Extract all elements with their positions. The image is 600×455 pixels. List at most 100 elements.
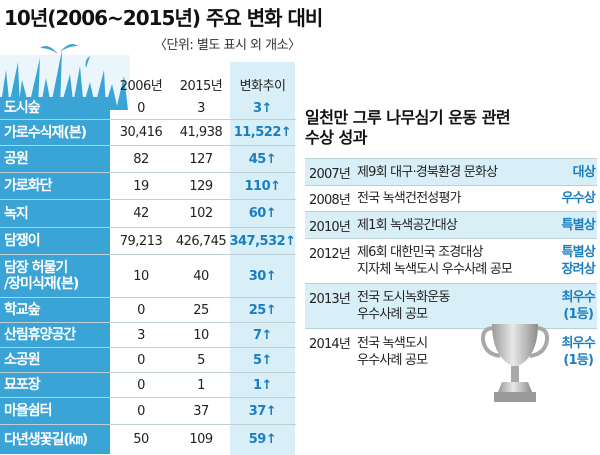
table-row: 학교숲 0 25 25↑ bbox=[0, 298, 296, 323]
award-year: 2008년 bbox=[309, 192, 351, 208]
award-result-line-2: (1등) bbox=[563, 307, 594, 322]
value-trend: 59↑ bbox=[248, 432, 277, 447]
value-2006: 19 bbox=[133, 178, 149, 194]
award-name: 전국 녹색도시 우수사례 공모 bbox=[357, 329, 428, 375]
value-2015: 1 bbox=[197, 377, 205, 393]
value-2006: 0 bbox=[137, 377, 145, 393]
award-result: 특별상 bbox=[561, 212, 596, 238]
award-row: 2008년 전국 녹색건전성평가 우수상 bbox=[305, 185, 597, 212]
value-2006: 0 bbox=[137, 403, 145, 419]
value-trend: 30↑ bbox=[248, 268, 277, 284]
value-2006: 79,213 bbox=[119, 233, 163, 249]
table-row: 담쟁이 79,213 426,745 347,532↑ bbox=[0, 228, 296, 255]
award-year: 2012년 bbox=[309, 247, 351, 262]
column-header-2015: 2015년 bbox=[179, 79, 223, 94]
row-label: 학교숲 bbox=[0, 298, 110, 322]
value-2015: 5 bbox=[197, 352, 205, 368]
value-2015: 109 bbox=[189, 432, 213, 447]
table-row: 다년생꽃길(㎞) 50 109 59↑ bbox=[0, 425, 296, 454]
value-trend: 11,522↑ bbox=[233, 125, 292, 140]
award-result-line-1: 특별상 bbox=[561, 245, 596, 260]
award-name: 제9회 대구·경북환경 문화상 bbox=[357, 159, 498, 185]
value-2015: 129 bbox=[189, 178, 213, 194]
award-result-line-1: 최우수 bbox=[561, 290, 596, 305]
award-result-line-1: 우수상 bbox=[561, 190, 596, 206]
table-row: 녹지 42 102 60↑ bbox=[0, 200, 296, 228]
trophy-icon bbox=[480, 324, 550, 402]
value-2006: 0 bbox=[137, 302, 145, 318]
value-trend: 45↑ bbox=[248, 151, 277, 167]
value-2015: 37 bbox=[193, 403, 209, 419]
award-name-line-1: 전국 녹색도시 bbox=[357, 336, 428, 351]
table-row: 도시숲 0 3 3↑ bbox=[0, 97, 296, 120]
awards-title-line-1: 일천만 그루 나무심기 운동 관련 bbox=[305, 108, 511, 127]
value-2015: 102 bbox=[189, 206, 213, 221]
value-2006: 82 bbox=[133, 151, 149, 167]
award-name-line-1: 제6회 대한민국 조경대상 bbox=[357, 245, 484, 260]
award-name-line-2: 지자체 녹색도시 우수사례 공모 bbox=[357, 262, 513, 277]
value-2015: 41,938 bbox=[179, 125, 223, 140]
table-row: 소공원 0 5 5↑ bbox=[0, 348, 296, 373]
value-trend: 347,532↑ bbox=[229, 233, 296, 249]
column-header-trend: 변화추이 bbox=[239, 79, 286, 94]
table-row: 공원 82 127 45↑ bbox=[0, 146, 296, 173]
value-trend: 3↑ bbox=[253, 100, 272, 116]
row-label: 공원 bbox=[0, 146, 110, 172]
unit-note: 〈단위: 별도 표시 외 개소〉 bbox=[154, 38, 301, 53]
award-result-line-2: (1등) bbox=[563, 353, 594, 368]
table-row: 묘포장 0 1 1↑ bbox=[0, 373, 296, 398]
value-2006: 0 bbox=[137, 100, 145, 116]
value-trend: 1↑ bbox=[253, 377, 272, 393]
value-2015: 3 bbox=[197, 100, 205, 116]
row-label-line-2: /장미식재(본) bbox=[4, 276, 79, 292]
award-result-line-1: 대상 bbox=[572, 164, 596, 180]
award-result: 특별상 장려상 bbox=[561, 239, 596, 283]
award-row: 2014년 전국 녹색도시 우수사례 공모 최우수 (1등) bbox=[305, 329, 597, 375]
award-row: 2007년 제9회 대구·경북환경 문화상 대상 bbox=[305, 158, 597, 186]
table-row: 담장 허물기 /장미식재(본) 10 40 30↑ bbox=[0, 255, 296, 298]
award-name-line-1: 제9회 대구·경북환경 문화상 bbox=[357, 164, 498, 180]
value-trend: 60↑ bbox=[248, 206, 277, 221]
award-result: 최우수 (1등) bbox=[561, 284, 596, 328]
page-title: 10년(2006~2015년) 주요 변화 대비 bbox=[4, 6, 323, 30]
award-result: 최우수 (1등) bbox=[561, 329, 596, 375]
row-label: 묘포장 bbox=[0, 373, 110, 397]
award-name: 제6회 대한민국 조경대상 지자체 녹색도시 우수사례 공모 bbox=[357, 239, 513, 283]
awards-title-line-2: 수상 성과 bbox=[305, 128, 367, 147]
row-label-line-1: 담장 허물기 bbox=[4, 260, 68, 276]
award-name-line-1: 전국 도시녹화운동 bbox=[357, 290, 450, 305]
row-label: 소공원 bbox=[0, 348, 110, 372]
value-trend: 25↑ bbox=[248, 302, 277, 318]
value-2015: 25 bbox=[193, 302, 209, 318]
value-2015: 426,745 bbox=[175, 233, 227, 249]
award-row: 2013년 전국 도시녹화운동 우수사례 공모 최우수 (1등) bbox=[305, 284, 597, 329]
row-label: 가로화단 bbox=[0, 173, 110, 199]
table-row: 산림휴양공간 3 10 7↑ bbox=[0, 323, 296, 348]
column-header-2006: 2006년 bbox=[119, 79, 163, 94]
value-2006: 30,416 bbox=[119, 125, 163, 140]
row-label: 다년생꽃길(㎞) bbox=[0, 425, 110, 454]
award-year: 2014년 bbox=[309, 337, 351, 352]
award-result: 대상 bbox=[572, 159, 596, 185]
table-row: 마을쉼터 0 37 37↑ bbox=[0, 398, 296, 425]
award-name-line-1: 전국 녹색건전성평가 bbox=[357, 190, 462, 206]
award-result-line-1: 특별상 bbox=[561, 217, 596, 233]
award-name-line-2: 우수사례 공모 bbox=[357, 353, 428, 368]
row-label: 담쟁이 bbox=[0, 228, 110, 254]
value-trend: 5↑ bbox=[253, 352, 272, 368]
award-result-line-2: 장려상 bbox=[561, 262, 596, 277]
award-name: 제1회 녹색공간대상 bbox=[357, 212, 458, 238]
value-trend: 37↑ bbox=[248, 403, 277, 419]
row-label: 담장 허물기 /장미식재(본) bbox=[0, 255, 110, 297]
award-name: 전국 도시녹화운동 우수사례 공모 bbox=[357, 284, 450, 328]
award-year: 2007년 bbox=[309, 166, 351, 182]
award-year: 2010년 bbox=[309, 219, 351, 235]
value-2006: 42 bbox=[133, 206, 149, 221]
value-2006: 10 bbox=[133, 268, 149, 284]
row-label: 가로수식재(본) bbox=[0, 120, 110, 145]
award-name: 전국 녹색건전성평가 bbox=[357, 185, 462, 211]
table-row: 가로수식재(본) 30,416 41,938 11,522↑ bbox=[0, 120, 296, 146]
value-2006: 0 bbox=[137, 352, 145, 368]
award-result-line-1: 최우수 bbox=[561, 336, 596, 351]
award-year: 2013년 bbox=[309, 292, 351, 307]
